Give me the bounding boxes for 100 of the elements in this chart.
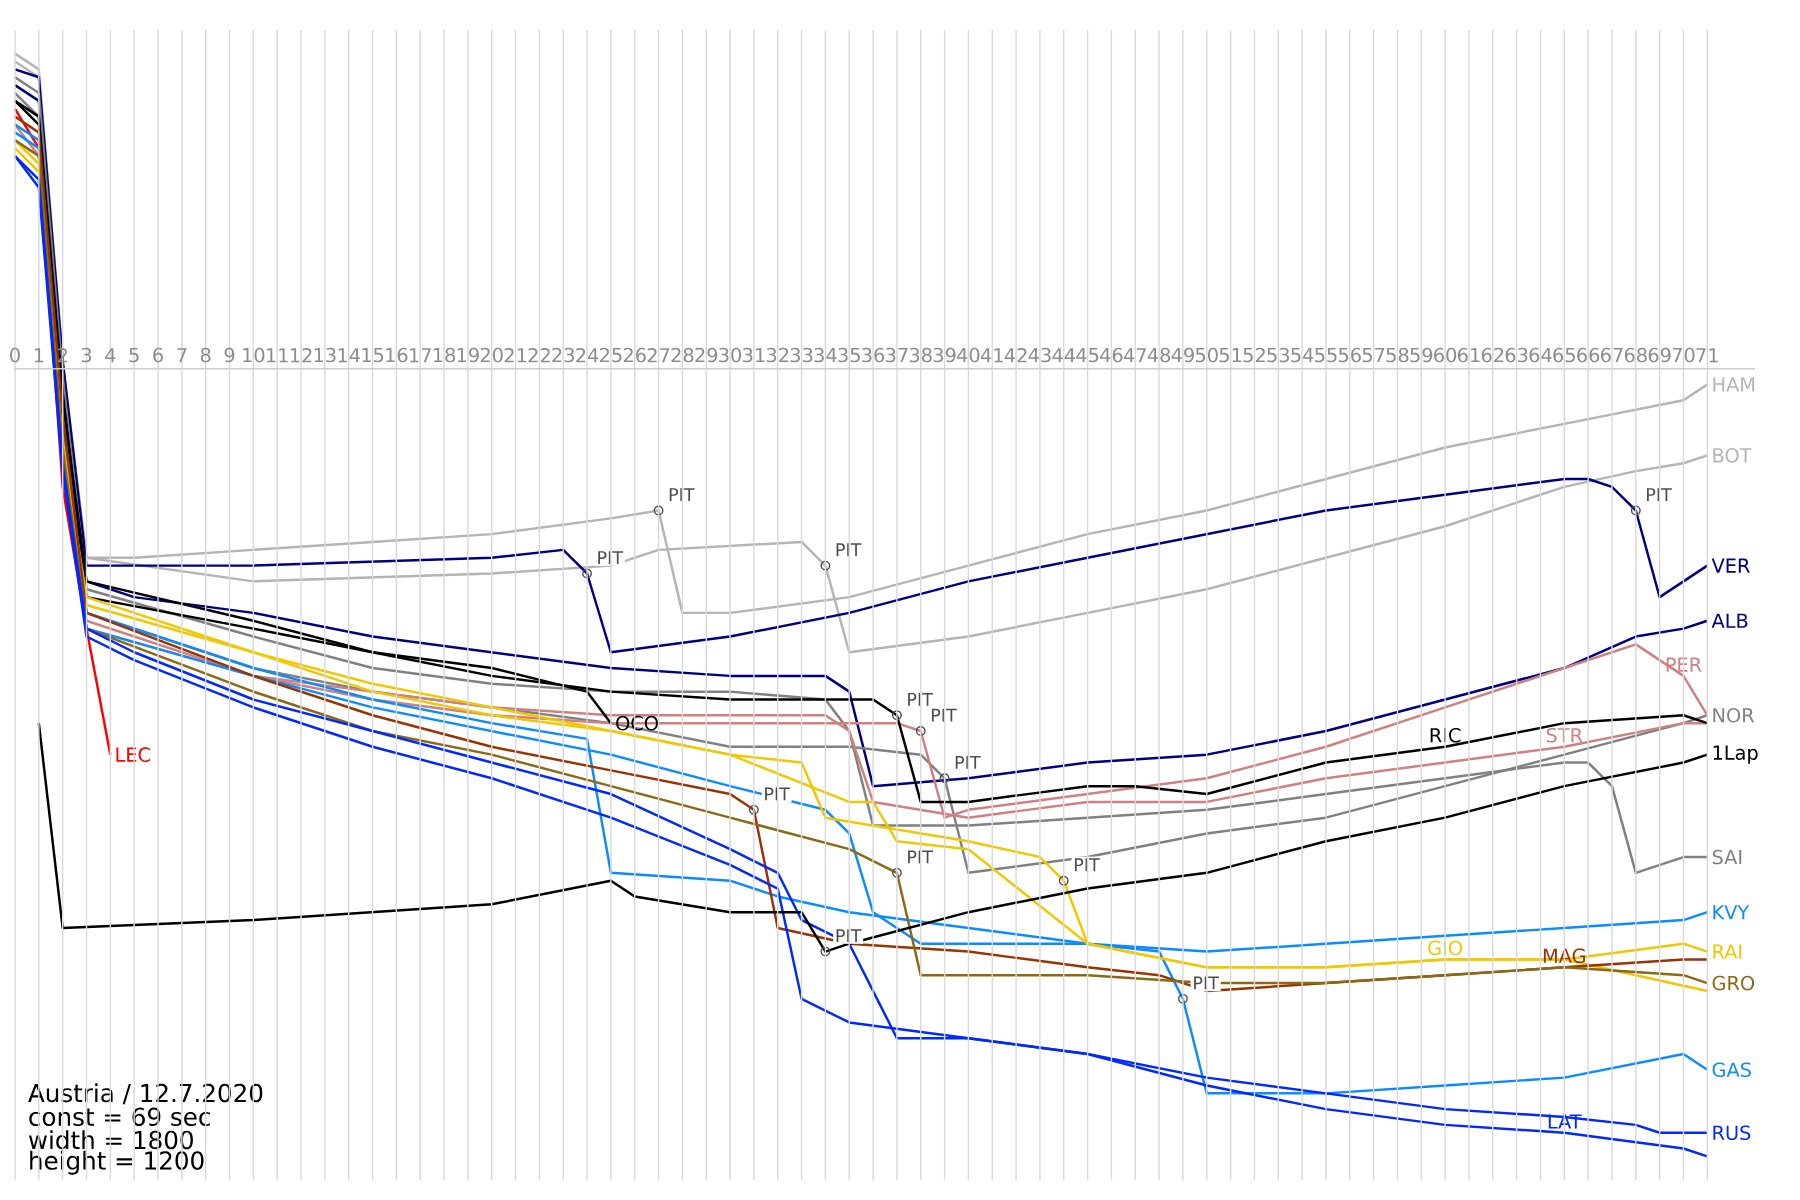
x-tick-label: 45: [1076, 347, 1099, 363]
x-tick-label: 23: [552, 347, 574, 363]
series-label: 1Lap: [1713, 745, 1758, 764]
x-tick-label: 28: [671, 347, 694, 363]
series-label: GAS: [1712, 1062, 1751, 1078]
x-tick-label: 1: [34, 348, 44, 363]
x-tick-label: 47: [1123, 348, 1146, 363]
x-tick-label: 69: [1648, 347, 1671, 363]
x-tick-label: 41: [980, 348, 1003, 363]
x-tick-label: 22: [528, 347, 550, 363]
annotation: PIT: [931, 708, 957, 722]
x-tick-label: 4: [105, 348, 116, 363]
series-label: RUS: [1713, 1125, 1751, 1141]
x-tick-label: 17: [410, 348, 431, 363]
x-tick-label: 38: [909, 347, 932, 363]
x-tick-label: 27: [647, 347, 670, 363]
annotation: PIT: [598, 551, 624, 564]
annotation: PIT: [1074, 858, 1100, 872]
series-label: KVY: [1713, 905, 1750, 920]
x-tick-label: 8: [200, 347, 211, 363]
x-tick-label: 13: [314, 347, 336, 363]
x-tick-label: 14: [338, 348, 360, 363]
x-tick-label: 10: [243, 347, 265, 363]
x-tick-label: 44: [1052, 348, 1075, 363]
x-tick-label: 50: [1195, 347, 1218, 363]
x-tick-label: 18: [433, 347, 455, 363]
series-label: OCO: [616, 715, 658, 731]
x-tick-label: 52: [1243, 347, 1265, 363]
x-tick-label: 64: [1529, 347, 1552, 363]
x-tick-label: 37: [886, 347, 908, 363]
x-tick-label: 46: [1100, 347, 1123, 363]
x-tick-label: 25: [600, 347, 622, 363]
annotation: PIT: [836, 929, 862, 943]
x-tick-label: 33: [790, 347, 813, 363]
x-tick-label: 21: [504, 347, 527, 363]
series-label: HAM: [1713, 377, 1755, 392]
x-tick-label: 60: [1434, 347, 1457, 363]
x-tick-label: 65: [1553, 347, 1575, 363]
x-tick-label: 9: [224, 347, 235, 363]
series-label: SAI: [1712, 849, 1742, 865]
annotation: PIT: [669, 488, 695, 501]
x-tick-label: 56: [1338, 347, 1361, 363]
x-tick-label: 62: [1481, 347, 1504, 363]
x-tick-label: 7: [177, 348, 187, 363]
series-label: NOR: [1713, 707, 1755, 723]
x-tick-label: 54: [1291, 347, 1314, 363]
x-tick-label: 42: [1004, 347, 1027, 363]
series-label: VER: [1711, 558, 1750, 573]
x-tick-label: 32: [766, 347, 789, 363]
x-tick-label: 29: [695, 347, 718, 363]
annotation: PIT: [908, 692, 933, 706]
x-tick-label: 40: [957, 347, 980, 363]
series-label: RIC: [1430, 727, 1461, 743]
x-tick-label: 61: [1458, 347, 1480, 363]
x-tick-label: 24: [576, 347, 599, 363]
x-tick-label: 11: [267, 348, 288, 363]
x-tick-label: 51: [1219, 347, 1242, 363]
x-tick-label: 15: [362, 347, 384, 363]
x-tick-label: 3: [81, 347, 92, 363]
annotation: PIT: [836, 543, 862, 557]
x-tick-label: 68: [1624, 347, 1647, 363]
x-tick-label: 16: [386, 347, 408, 363]
x-tick-label: 67: [1601, 347, 1623, 363]
series-label: GIO: [1428, 940, 1463, 956]
annotation: PIT: [908, 850, 933, 864]
x-tick-label: 66: [1577, 347, 1600, 363]
x-tick-label: 55: [1315, 347, 1337, 363]
x-tick-label: 19: [457, 347, 479, 363]
x-tick-label: 39: [933, 347, 956, 363]
x-tick-label: 57: [1362, 347, 1385, 363]
x-tick-label: 12: [290, 347, 312, 363]
series-label: LEC: [116, 747, 150, 762]
annotation: PIT: [955, 755, 981, 769]
x-tick-label: 43: [1028, 347, 1051, 363]
x-tick-label: 70: [1672, 347, 1695, 363]
x-tick-label: 53: [1267, 347, 1290, 363]
x-tick-label: 35: [838, 347, 860, 363]
x-tick-label: 63: [1505, 347, 1528, 363]
series-label: BOT: [1713, 447, 1752, 463]
x-tick-label: 5: [129, 347, 139, 363]
x-tick-label: 20: [480, 347, 503, 363]
x-tick-label: 49: [1171, 347, 1194, 363]
series-label: RAI: [1713, 944, 1742, 959]
annotation: PIT: [765, 787, 790, 801]
x-tick-label: 30: [719, 347, 742, 363]
series-label: GRO: [1712, 975, 1755, 991]
x-tick-label: 31: [743, 347, 765, 363]
annotation: height = 1200: [30, 1150, 204, 1175]
x-tick-label: 36: [862, 347, 885, 363]
x-tick-label: 2: [57, 347, 67, 363]
x-tick-label: 71: [1696, 348, 1718, 363]
x-tick-label: 34: [814, 347, 837, 363]
x-tick-label: 48: [1147, 347, 1171, 363]
x-tick-label: 59: [1410, 347, 1433, 363]
x-tick-label: 0: [10, 347, 20, 363]
x-tick-label: 58: [1386, 347, 1409, 363]
x-tick-label: 6: [153, 347, 163, 363]
x-tick-label: 26: [623, 347, 646, 363]
series-label: ALB: [1711, 613, 1748, 628]
annotation: PIT: [1647, 488, 1672, 501]
